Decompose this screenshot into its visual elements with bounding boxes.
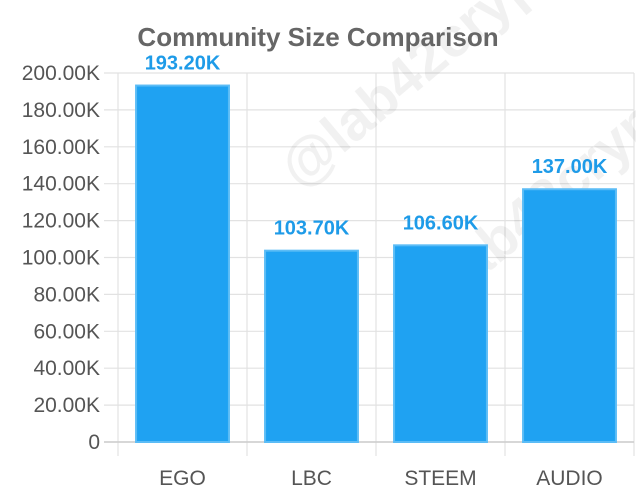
x-tick-label: EGO — [159, 467, 206, 490]
y-axis-tick-labels: 0 20.00K 40.00K 60.00K 80.00K 100.00K 120.00K 1… — [22, 62, 100, 454]
x-tick-label: LBC — [291, 467, 332, 490]
y-tick-label: 180.00K — [22, 99, 100, 122]
y-tick-label: 40.00K — [33, 357, 100, 380]
data-labels: 193.20K 103.70K 106.60K 137.00K — [145, 53, 608, 240]
bar-audio — [522, 188, 617, 443]
y-tick-label: 140.00K — [22, 173, 100, 196]
x-tick-label: STEEM — [404, 467, 476, 490]
data-label: 193.20K — [145, 53, 221, 75]
y-tick-label: 60.00K — [33, 320, 100, 343]
bar-lbc — [264, 249, 359, 443]
y-tick-label: 200.00K — [22, 62, 100, 85]
bar-ego — [135, 84, 230, 444]
bars — [135, 84, 617, 444]
y-tick-label: 80.00K — [33, 283, 100, 306]
x-axis-tick-labels: EGO LBC STEEM AUDIO — [159, 467, 603, 490]
y-tick-label: 0 — [88, 431, 100, 454]
bar-steem — [393, 244, 488, 443]
data-label: 137.00K — [532, 156, 608, 178]
x-tick-label: AUDIO — [536, 467, 603, 490]
y-tick-label: 120.00K — [22, 210, 100, 233]
data-label: 106.60K — [403, 212, 479, 234]
chart-title: Community Size Comparison — [137, 22, 498, 52]
y-tick-label: 20.00K — [33, 394, 100, 417]
data-label: 103.70K — [274, 218, 350, 240]
y-tick-label: 100.00K — [22, 247, 100, 270]
y-tick-label: 160.00K — [22, 136, 100, 159]
